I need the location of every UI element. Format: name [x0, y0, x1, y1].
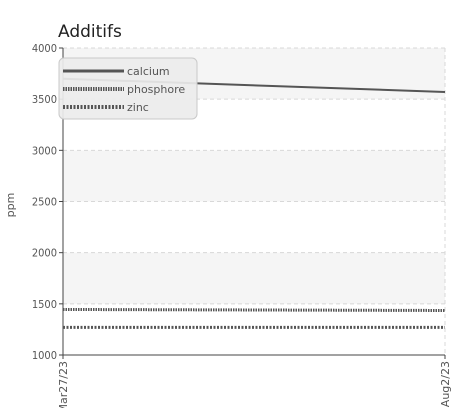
- plot-band: [63, 252, 445, 304]
- plot-band: [63, 303, 445, 355]
- x-tick-label: Aug2/23: [439, 361, 451, 407]
- y-tick-label: 4000: [32, 42, 57, 55]
- plot-background: [63, 48, 445, 355]
- y-tick-label: 2500: [32, 196, 57, 209]
- legend-label-calcium: calcium: [127, 65, 170, 78]
- y-tick-label: 3500: [32, 93, 57, 106]
- x-axis-ticks: Mar27/23 Aug2/23: [57, 355, 451, 408]
- legend-box: [58, 57, 198, 120]
- y-tick-label: 3000: [32, 144, 57, 157]
- plot-band: [63, 150, 445, 202]
- y-tick-label: 1500: [32, 298, 57, 311]
- y-axis-ticks: 1000 1500 2000 2500 3000 3500 4000: [32, 42, 63, 362]
- legend-label-phosphore: phosphore: [127, 83, 185, 96]
- legend-label-zinc: zinc: [127, 101, 149, 114]
- y-axis-label: ppm: [4, 193, 17, 218]
- y-tick-label: 1000: [32, 349, 57, 362]
- legend[interactable]: calcium phosphore zinc: [58, 57, 198, 120]
- x-tick-label: Mar27/23: [57, 361, 70, 408]
- series-line-phosphore: [62, 307, 446, 312]
- plot-band: [63, 201, 445, 253]
- chart-title: Additifs: [58, 22, 122, 42]
- y-tick-label: 2000: [32, 247, 57, 260]
